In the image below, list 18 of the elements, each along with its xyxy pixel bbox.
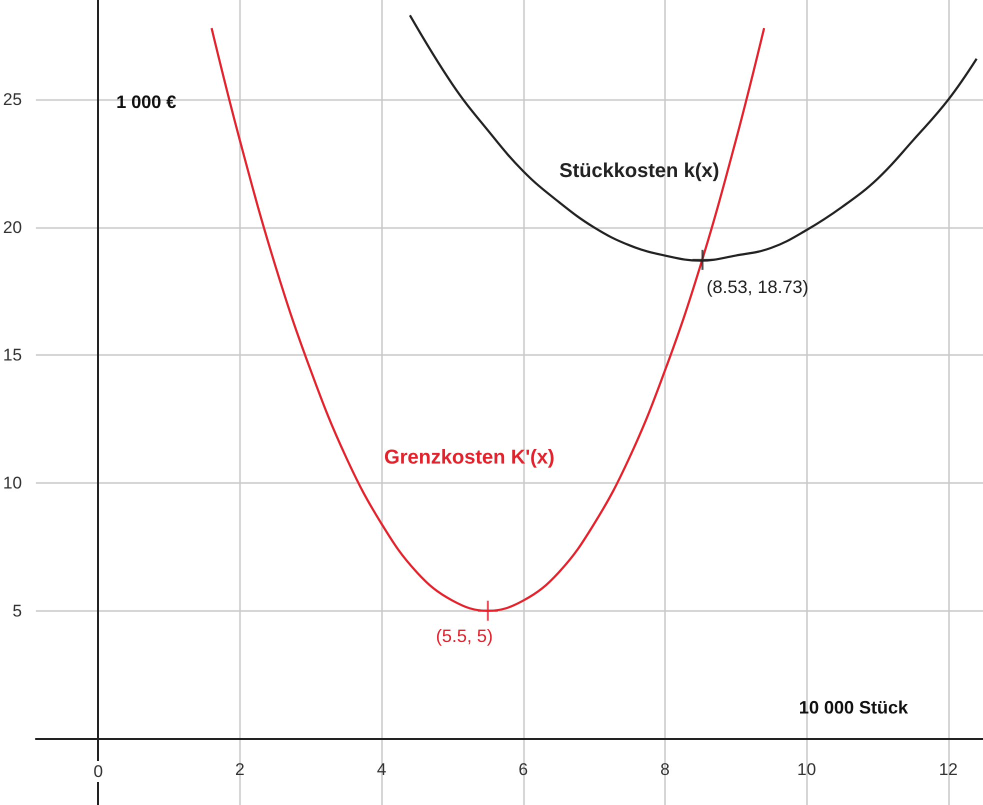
x-tick-label: 8: [660, 760, 670, 779]
y-axis-title: 1 000 €: [116, 92, 176, 112]
annotation: (5.5, 5): [436, 626, 493, 646]
x-tick-label: 6: [518, 760, 528, 779]
x-tick-label: 2: [235, 760, 245, 779]
y-tick-label: 5: [12, 601, 22, 620]
x-tick-label: 0: [94, 762, 103, 781]
y-tick-label: 25: [2, 90, 22, 110]
x-axis-title: 10 000 Stück: [798, 698, 909, 718]
x-tick-label: 12: [938, 760, 958, 779]
y-tick-label: 20: [2, 218, 22, 237]
x-tick-label: 10: [797, 760, 816, 779]
x-tick-label: 4: [376, 760, 386, 779]
series-label: Grenzkosten K'(x): [384, 446, 555, 468]
annotation: (8.53, 18.73): [706, 276, 809, 297]
y-tick-label: 10: [2, 474, 22, 492]
y-tick-label: 15: [2, 346, 22, 365]
series-label: Stückkosten k(x): [559, 160, 720, 182]
